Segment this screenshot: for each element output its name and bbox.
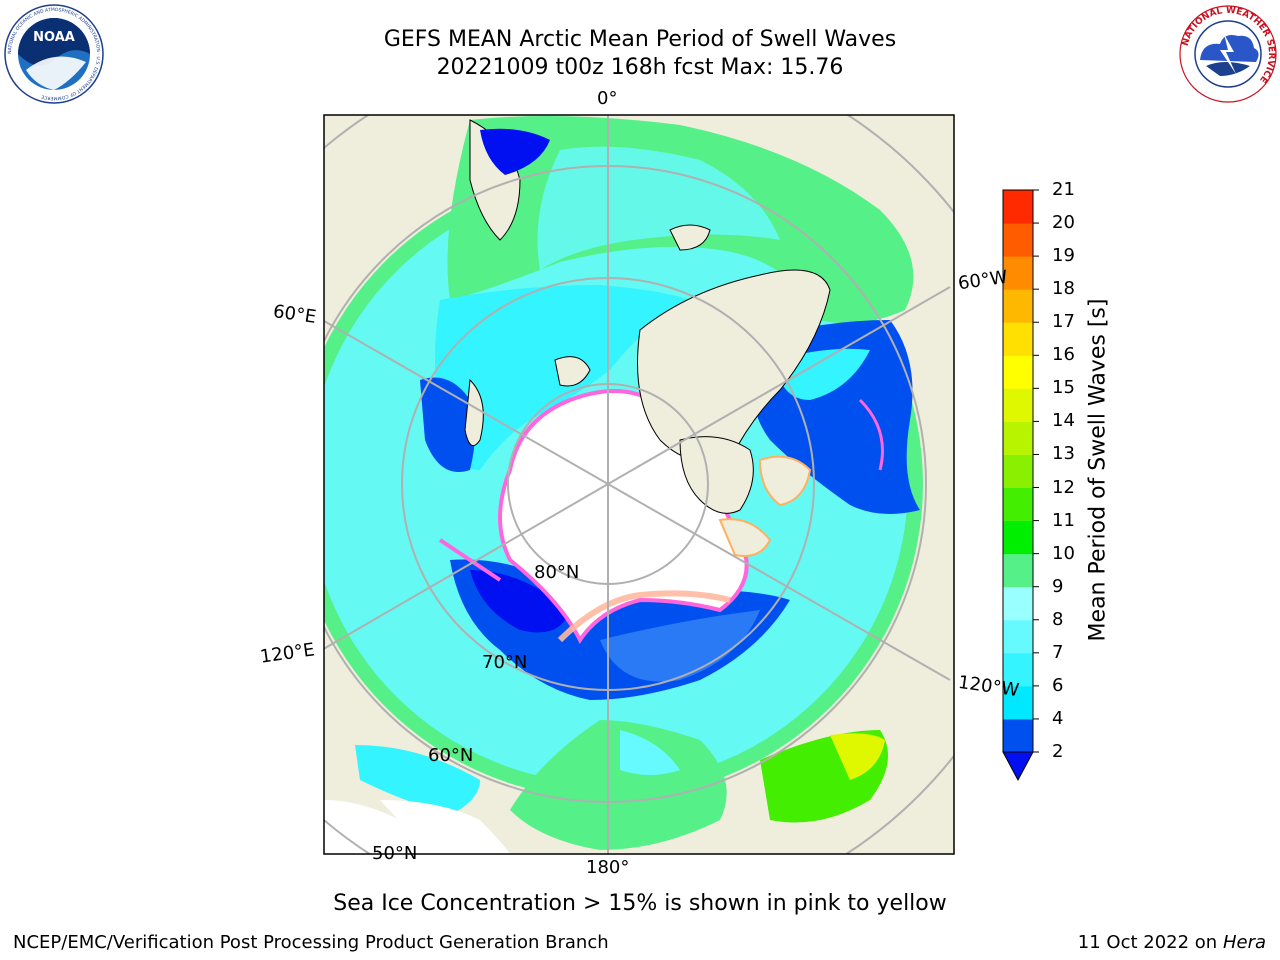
colorbar-extend-arrow bbox=[1002, 751, 1034, 782]
colorbar-segment bbox=[1003, 421, 1033, 455]
greenland bbox=[637, 269, 831, 463]
colorbar-segment bbox=[1003, 487, 1033, 522]
colorbar-tick-label: 10 bbox=[1052, 542, 1075, 564]
meridian-120e bbox=[324, 483, 609, 650]
colorbar-segment bbox=[1003, 355, 1033, 389]
noaa-logo-text: NOAA bbox=[33, 30, 75, 45]
nws-logo: NATIONAL WEATHER SERVICE bbox=[1179, 5, 1277, 103]
footer-host: Hera bbox=[1222, 932, 1266, 953]
colorbar-tick-label: 15 bbox=[1052, 377, 1075, 399]
colorbar-tick-label: 17 bbox=[1052, 311, 1075, 333]
colorbar-segment bbox=[1003, 256, 1033, 290]
colorbar-title: Mean Period of Swell Waves [s] bbox=[1085, 298, 1111, 642]
colorbar-segment bbox=[1003, 685, 1033, 720]
colorbar-segment bbox=[1003, 190, 1033, 224]
colorbar-tick-label: 21 bbox=[1052, 179, 1075, 200]
map-frame bbox=[323, 114, 955, 855]
meridian-120w bbox=[607, 483, 951, 681]
colorbar-segment bbox=[1003, 586, 1033, 621]
map-area bbox=[324, 115, 954, 854]
colorbar bbox=[1003, 189, 1039, 753]
figure-title: GEFS MEAN Arctic Mean Period of Swell Wa… bbox=[383, 27, 897, 52]
label-lat-70: 70°N bbox=[482, 652, 528, 673]
label-lat-50: 50°N bbox=[372, 843, 418, 864]
label-lat-80: 80°N bbox=[534, 562, 580, 583]
okhotsk-sea bbox=[355, 745, 480, 815]
label-lat-60: 60°N bbox=[428, 745, 474, 766]
label-lon-0: 0° bbox=[597, 88, 618, 109]
bering-sea bbox=[510, 720, 727, 850]
colorbar-segment bbox=[1003, 388, 1033, 422]
colorbar-tick-label: 19 bbox=[1052, 245, 1075, 267]
colorbar-tick-label: 9 bbox=[1052, 575, 1064, 597]
colorbar-tick-label: 16 bbox=[1052, 344, 1075, 366]
colorbar-tick-label: 14 bbox=[1052, 410, 1075, 432]
footer-date-text: 11 Oct 2022 on bbox=[1077, 932, 1223, 953]
colorbar-segment bbox=[1003, 454, 1033, 489]
meridian-60e bbox=[324, 319, 609, 485]
iceland bbox=[669, 224, 711, 251]
colorbar-tick-label: 13 bbox=[1052, 443, 1075, 465]
colorbar-tick-label: 12 bbox=[1052, 476, 1075, 498]
colorbar-tick-label: 2 bbox=[1052, 741, 1064, 762]
colorbar-segment bbox=[1003, 289, 1033, 323]
meridian-60w bbox=[607, 286, 951, 485]
colorbar-tick-label: 18 bbox=[1052, 278, 1075, 300]
colorbar-segment bbox=[1003, 553, 1033, 588]
colorbar-tick-label: 4 bbox=[1052, 707, 1064, 729]
colorbar-segment bbox=[1003, 520, 1033, 555]
figure-subtitle: 20221009 t00z 168h fcst Max: 15.76 bbox=[436, 55, 844, 80]
colorbar-segment bbox=[1003, 652, 1033, 687]
colorbar-segment bbox=[1003, 322, 1033, 356]
noaa-logo: NOAA NATIONAL OCEANIC AND ATMOSPHERIC AD… bbox=[4, 4, 104, 104]
graticule bbox=[324, 115, 954, 854]
colorbar-segment bbox=[1003, 718, 1033, 753]
footer-date: 11 Oct 2022 on Hera bbox=[1078, 932, 1266, 953]
sea-ice-note: Sea Ice Concentration > 15% is shown in … bbox=[333, 891, 947, 916]
sea-ice-edge bbox=[498, 389, 749, 644]
colorbar-tick-label: 7 bbox=[1052, 641, 1064, 663]
colorbar-tick-label: 11 bbox=[1052, 509, 1075, 531]
label-lon-180: 180° bbox=[586, 857, 630, 878]
colorbar-segment bbox=[1003, 619, 1033, 654]
colorbar-tick-label: 8 bbox=[1052, 608, 1064, 630]
colorbar-tick-label: 20 bbox=[1052, 212, 1075, 234]
colorbar-tick-label: 6 bbox=[1052, 674, 1064, 696]
colorbar-segment bbox=[1003, 223, 1033, 257]
footer-credit: NCEP/EMC/Verification Post Processing Pr… bbox=[13, 932, 609, 953]
